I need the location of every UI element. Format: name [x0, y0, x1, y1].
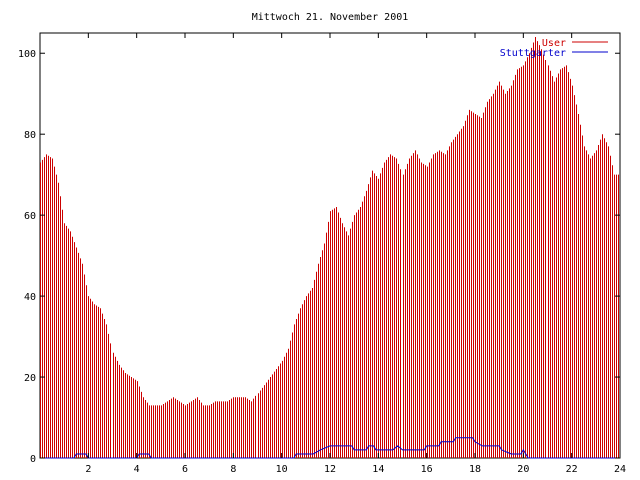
y-tick-label: 80	[24, 130, 36, 141]
y-tick-label: 60	[24, 211, 36, 222]
user-bars	[40, 37, 619, 458]
x-tick-label: 12	[324, 464, 336, 475]
legend: User Stuttgarter	[500, 38, 608, 59]
stuttgarter-series	[40, 437, 620, 459]
x-tick-label: 8	[230, 464, 236, 475]
legend-label-user: User	[542, 38, 566, 49]
x-tick-label: 24	[614, 464, 626, 475]
chart-title: Mittwoch 21. November 2001	[252, 12, 409, 23]
x-tick-label: 14	[372, 464, 384, 475]
stuttgarter-line	[40, 437, 620, 459]
x-axis: 2 4 6 8 10 12 14 16 18 20 22 24	[85, 33, 626, 475]
x-tick-label: 22	[566, 464, 578, 475]
y-tick-label: 100	[18, 49, 36, 60]
legend-label-stuttgarter: Stuttgarter	[500, 48, 566, 59]
x-tick-label: 16	[421, 464, 433, 475]
y-tick-label: 40	[24, 292, 36, 303]
x-tick-label: 18	[469, 464, 481, 475]
x-tick-label: 10	[276, 464, 288, 475]
y-axis: 0 20 40 60 80 100	[18, 49, 620, 465]
y-tick-label: 0	[30, 454, 36, 465]
x-tick-label: 20	[517, 464, 529, 475]
x-tick-label: 4	[134, 464, 140, 475]
x-tick-label: 6	[182, 464, 188, 475]
y-tick-label: 20	[24, 373, 36, 384]
x-tick-label: 2	[85, 464, 91, 475]
